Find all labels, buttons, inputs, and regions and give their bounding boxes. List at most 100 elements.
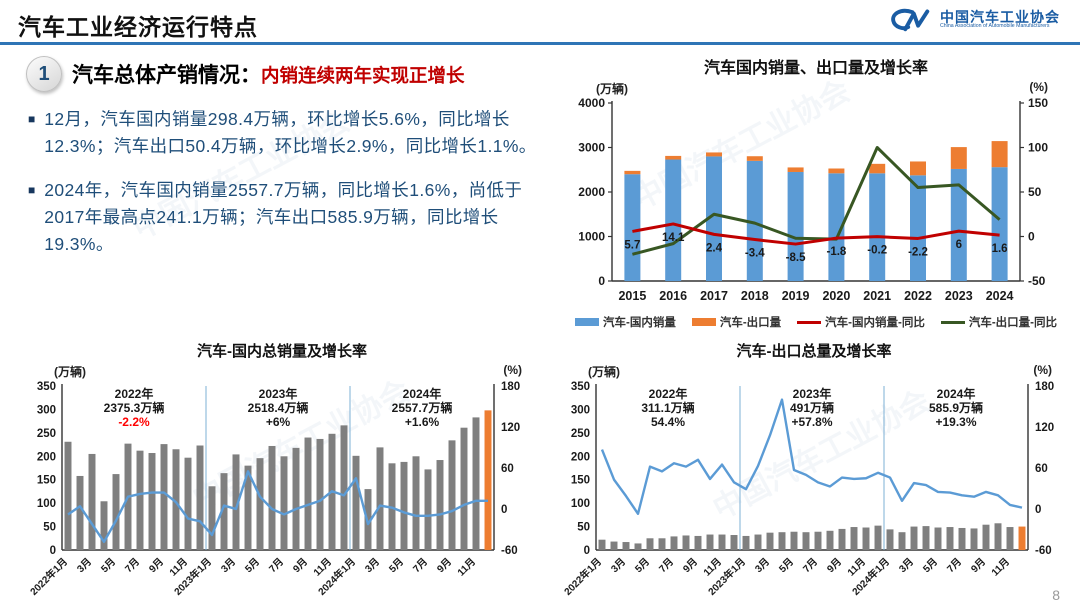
svg-text:350: 350: [37, 381, 56, 393]
line-汽车-出口量-同比: [632, 146, 1001, 256]
svg-text:9月: 9月: [825, 556, 844, 575]
svg-text:150: 150: [1028, 96, 1048, 110]
svg-text:60: 60: [501, 463, 514, 475]
legend-label: 汽车-出口量: [719, 317, 782, 329]
svg-text:4000: 4000: [578, 96, 605, 110]
svg-text:7月: 7月: [801, 556, 820, 575]
svg-text:3月: 3月: [897, 556, 916, 575]
svg-text:50: 50: [43, 522, 56, 534]
svg-text:2016: 2016: [659, 289, 687, 303]
svg-text:0: 0: [1028, 230, 1035, 244]
chart-plot-area: 0 1000 2000 3000 4000 -50 0 50 100 150 5.7 14.1 2.4 -…: [558, 95, 1074, 312]
svg-text:3月: 3月: [753, 556, 772, 575]
svg-text:150: 150: [571, 475, 590, 487]
svg-text:311.1万辆: 311.1万辆: [641, 400, 694, 415]
svg-text:+57.8%: +57.8%: [791, 415, 832, 429]
bullet-square-icon: ■: [28, 182, 36, 197]
svg-text:2023年: 2023年: [259, 386, 298, 401]
svg-text:200: 200: [571, 451, 590, 463]
section-title: 汽车总体产销情况：: [72, 64, 261, 87]
monthly-bars: [64, 410, 492, 550]
left-axis-unit: (万辆): [588, 365, 620, 379]
legend-swatch: [574, 318, 599, 326]
yearly-chart-svg: 0 1000 2000 3000 4000 -50 0 50 100 150 5.7 14.1 2.4 -…: [578, 96, 1048, 303]
svg-text:2020: 2020: [822, 289, 850, 303]
svg-text:-8.5: -8.5: [786, 252, 806, 264]
svg-text:0: 0: [598, 274, 605, 288]
section-title-highlight: 内销连续两年实现正增长: [261, 65, 465, 86]
chart-title: 汽车国内销量、出口量及增长率: [703, 60, 928, 77]
section-heading: 1 汽车总体产销情况：内销连续两年实现正增长: [26, 56, 538, 92]
svg-text:9月: 9月: [681, 556, 700, 575]
svg-text:2022年1月: 2022年1月: [561, 555, 604, 598]
bullet-item: ■ 2024年，汽车国内销量2557.7万辆，同比增长1.6%，尚低于2017年…: [28, 177, 538, 259]
svg-text:585.9万辆: 585.9万辆: [929, 400, 983, 415]
header: 汽车工业经济运行特点 中国汽车工业协会 China Association of…: [0, 0, 1080, 45]
svg-text:2023年: 2023年: [793, 386, 832, 401]
svg-text:2019: 2019: [782, 289, 810, 303]
svg-text:7月: 7月: [411, 556, 430, 575]
legend-item: 汽车-国内销量: [574, 314, 676, 330]
chart-domestic-monthly: 汽车-国内总销量及增长率 (万辆) (%) 0 50 100 150 200 250 300…: [16, 340, 548, 607]
logo: 中国汽车工业协会 China Association of Automobile…: [889, 6, 1060, 34]
svg-text:2017: 2017: [700, 289, 728, 303]
svg-text:2022年1月: 2022年1月: [27, 555, 70, 598]
svg-text:120: 120: [501, 422, 520, 434]
svg-text:2022年: 2022年: [649, 386, 688, 401]
svg-text:2518.4万辆: 2518.4万辆: [248, 400, 309, 415]
logo-org-name-en: China Association of Automobile Manufact…: [940, 23, 1050, 30]
svg-text:250: 250: [37, 428, 56, 440]
cam-logo-icon: [889, 6, 933, 34]
right-axis-unit: (%): [1029, 80, 1048, 94]
svg-text:14.1: 14.1: [662, 232, 685, 244]
svg-text:+19.3%: +19.3%: [935, 415, 976, 429]
legend-label: 汽车-国内销量-同比: [825, 317, 925, 329]
svg-text:5.7: 5.7: [624, 239, 640, 251]
svg-text:-3.4: -3.4: [745, 248, 765, 260]
svg-text:180: 180: [501, 381, 520, 393]
legend-item: 汽车-国内销量-同比: [797, 314, 925, 330]
svg-text:250: 250: [571, 428, 590, 440]
svg-text:2.4: 2.4: [706, 242, 723, 254]
legend-label: 汽车-出口量-同比: [968, 317, 1058, 329]
svg-text:7月: 7月: [657, 556, 676, 575]
svg-text:0: 0: [50, 545, 56, 557]
svg-text:3月: 3月: [219, 556, 238, 575]
svg-text:5月: 5月: [777, 556, 796, 575]
svg-text:100: 100: [1028, 141, 1048, 155]
svg-text:5月: 5月: [99, 556, 118, 575]
legend-swatch: [940, 320, 965, 324]
domestic-monthly-svg: 0 50 100 150 200 250 300 350 -60 0 60 120 180 2022年23…: [27, 381, 520, 598]
svg-text:2022: 2022: [904, 289, 932, 303]
right-axis-unit: (%): [1033, 363, 1052, 377]
svg-text:-1.8: -1.8: [826, 246, 846, 258]
chart-yearly-sales-export: 汽车国内销量、出口量及增长率 (万辆) (%) 0 1000 2000 3000 400…: [558, 54, 1074, 330]
monthly-bars: [598, 523, 1026, 550]
svg-text:3月: 3月: [75, 556, 94, 575]
chart-plot-area: 0 50 100 150 200 250 300 350 -60 0 60 120 180 2022年 23…: [16, 378, 548, 607]
svg-text:-2.2%: -2.2%: [118, 415, 150, 429]
left-axis-unit: (万辆): [596, 82, 628, 96]
growth-line: [67, 470, 488, 544]
svg-text:1.6: 1.6: [992, 243, 1008, 255]
page-number: 8: [1052, 587, 1060, 603]
svg-text:2015: 2015: [618, 289, 646, 303]
svg-text:5月: 5月: [387, 556, 406, 575]
svg-text:2022年: 2022年: [115, 386, 154, 401]
svg-text:5月: 5月: [633, 556, 652, 575]
svg-text:54.4%: 54.4%: [651, 415, 685, 429]
chart-plot-area: 0 50 100 150 200 250 300 350 -60 0 60 120 180 2022年 31…: [550, 378, 1078, 607]
svg-text:3000: 3000: [578, 141, 605, 155]
section-number-badge: 1: [26, 56, 62, 92]
legend-item: 汽车-出口量-同比: [940, 314, 1058, 330]
svg-text:50: 50: [1028, 185, 1042, 199]
svg-text:2024年: 2024年: [937, 386, 976, 401]
export-monthly-svg: 0 50 100 150 200 250 300 350 -60 0 60 120 180 2022年31…: [561, 381, 1054, 598]
svg-text:2018: 2018: [741, 289, 769, 303]
legend-item: 汽车-出口量: [691, 314, 782, 330]
svg-text:7月: 7月: [267, 556, 286, 575]
